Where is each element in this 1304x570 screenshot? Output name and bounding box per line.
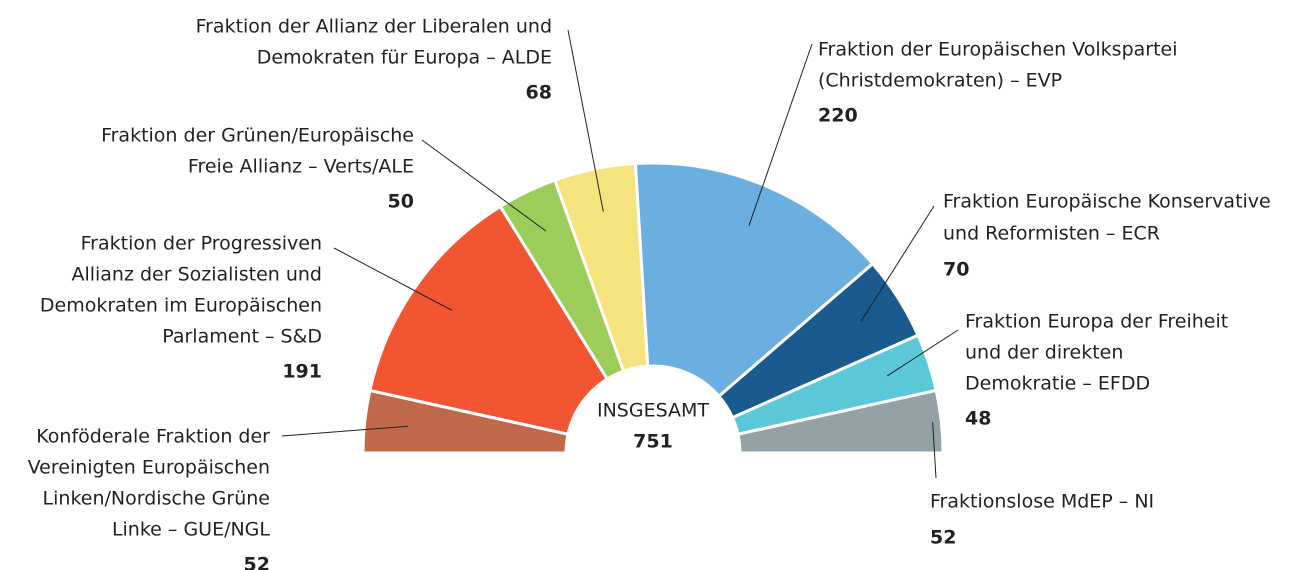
leader-line (860, 205, 935, 322)
segment-label: (Christdemokraten) – EVP (818, 70, 1062, 92)
segment-label: Linke – GUE/NGL (112, 519, 270, 541)
segment-label: Fraktionslose MdEP – NI (930, 491, 1154, 513)
segment-label: Fraktion Europäische Konservative (943, 191, 1271, 213)
segment-label: Demokraten für Europa – ALDE (257, 47, 552, 69)
leader-line (281, 425, 408, 437)
segment-label: Freie Allianz – Verts/ALE (188, 156, 414, 178)
segment-value: 48 (965, 408, 991, 430)
segment-label: und der direkten (965, 342, 1123, 364)
segment-label: Fraktion der Grünen/Europäische (101, 125, 414, 147)
segment-label: Demokraten im Europäischen (40, 295, 322, 317)
segment (633, 161, 875, 399)
segment-value: 50 (388, 191, 414, 213)
leader-line (932, 422, 937, 479)
segment-value: 191 (282, 361, 322, 383)
segment-label: Linken/Nordische Grüne (43, 488, 270, 510)
segment-label: Fraktion der Progressiven (81, 233, 322, 255)
segment-label: Allianz der Sozialisten und (71, 264, 322, 286)
segment-value: 52 (930, 527, 956, 549)
segment-label: Parlament – S&D (162, 326, 322, 348)
total-value: 751 (633, 431, 673, 453)
segment-label: und Reformisten – ECR (943, 223, 1160, 245)
leader-line (421, 139, 547, 232)
segment-label: Fraktion der Europäischen Volkspartei (818, 39, 1178, 61)
segment-label: Fraktion der Allianz der Liberalen und (196, 16, 552, 38)
leader-line (886, 329, 959, 377)
total-label: INSGESAMT (597, 400, 709, 422)
segment (368, 204, 610, 437)
leader-line (333, 247, 453, 311)
segment-value: 68 (526, 82, 552, 104)
segment-value: 52 (244, 554, 270, 570)
segment-label: Vereinigten Europäischen (28, 457, 270, 479)
leader-line (748, 43, 813, 227)
segment-value: 220 (818, 105, 858, 127)
segment-label: Konföderale Fraktion der (36, 426, 270, 448)
segment-label: Fraktion Europa der Freiheit (965, 311, 1228, 333)
leader-line (567, 29, 604, 212)
segment-value: 70 (943, 259, 969, 281)
segment (736, 388, 945, 455)
segment-label: Demokratie – EFDD (965, 373, 1150, 395)
